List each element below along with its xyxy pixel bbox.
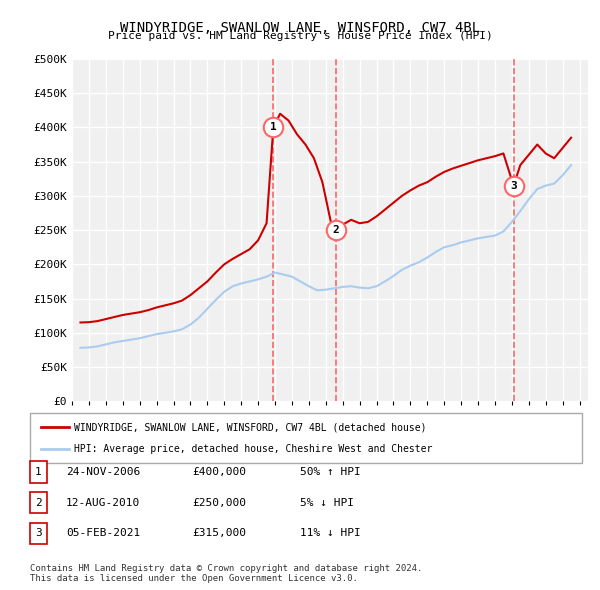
Text: WINDYRIDGE, SWANLOW LANE, WINSFORD, CW7 4BL (detached house): WINDYRIDGE, SWANLOW LANE, WINSFORD, CW7 … (74, 422, 427, 432)
Text: 11% ↓ HPI: 11% ↓ HPI (300, 529, 361, 538)
Text: WINDYRIDGE, SWANLOW LANE, WINSFORD, CW7 4BL: WINDYRIDGE, SWANLOW LANE, WINSFORD, CW7 … (120, 21, 480, 35)
Text: 50% ↑ HPI: 50% ↑ HPI (300, 467, 361, 477)
Text: HPI: Average price, detached house, Cheshire West and Chester: HPI: Average price, detached house, Ches… (74, 444, 433, 454)
Text: 12-AUG-2010: 12-AUG-2010 (66, 498, 140, 507)
Text: 24-NOV-2006: 24-NOV-2006 (66, 467, 140, 477)
Text: 3: 3 (510, 181, 517, 191)
Text: 1: 1 (270, 123, 277, 132)
Text: 3: 3 (35, 529, 42, 538)
Text: 2: 2 (35, 498, 42, 507)
Text: £250,000: £250,000 (192, 498, 246, 507)
Text: £400,000: £400,000 (192, 467, 246, 477)
Text: Contains HM Land Registry data © Crown copyright and database right 2024.
This d: Contains HM Land Registry data © Crown c… (30, 563, 422, 583)
Text: Price paid vs. HM Land Registry's House Price Index (HPI): Price paid vs. HM Land Registry's House … (107, 31, 493, 41)
FancyBboxPatch shape (30, 413, 582, 463)
Text: 05-FEB-2021: 05-FEB-2021 (66, 529, 140, 538)
Text: 1: 1 (35, 467, 42, 477)
Text: 5% ↓ HPI: 5% ↓ HPI (300, 498, 354, 507)
Text: 2: 2 (332, 225, 339, 235)
Text: £315,000: £315,000 (192, 529, 246, 538)
